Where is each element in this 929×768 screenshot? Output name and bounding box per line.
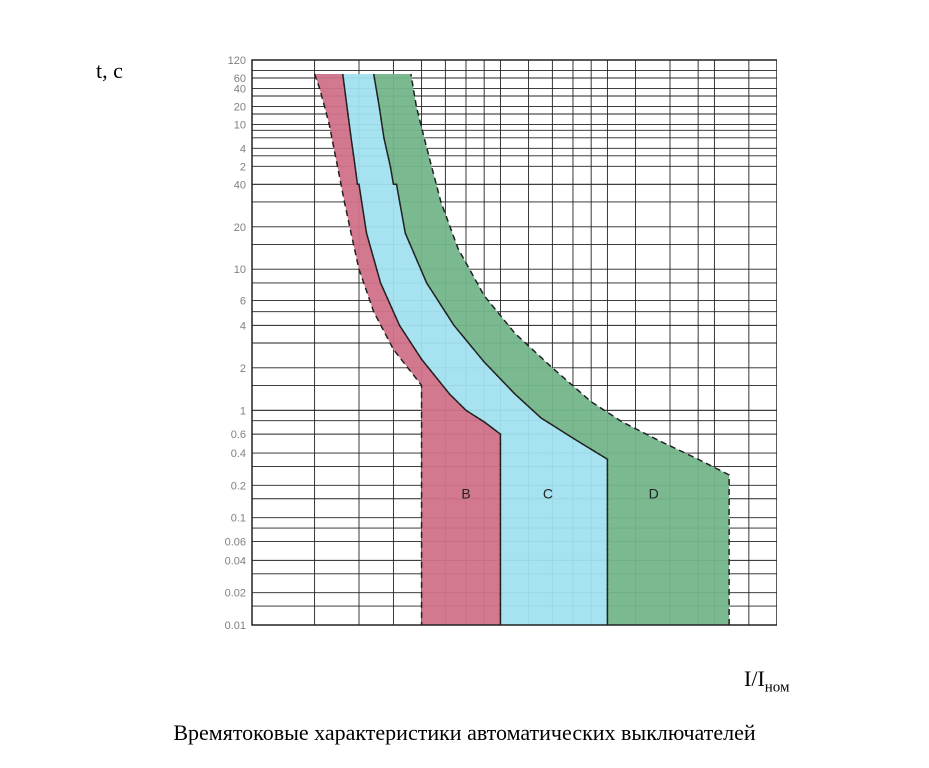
- y-tick: 2: [240, 161, 246, 173]
- y-tick: 10: [234, 264, 246, 276]
- y-tick: 2: [240, 363, 246, 375]
- x-axis-label-sub: ном: [765, 679, 790, 695]
- chart-svg: 11.5234568101520302410204060120124610204…: [217, 50, 777, 630]
- chart: 11.5234568101520302410204060120124610204…: [217, 50, 777, 630]
- y-tick: 0.04: [225, 555, 246, 567]
- y-tick: 6: [240, 296, 246, 308]
- y-tick: 0.2: [231, 480, 246, 492]
- y-tick: 40: [234, 179, 246, 191]
- y-tick: 0.1: [231, 513, 246, 525]
- y-tick: 20: [234, 102, 246, 114]
- curve-label-B: B: [461, 486, 470, 502]
- y-tick: 4: [240, 143, 246, 155]
- y-tick: 4: [240, 320, 246, 332]
- y-tick: 120: [228, 55, 246, 67]
- y-tick: 0.4: [231, 448, 246, 460]
- curve-fills: [315, 74, 730, 625]
- x-axis-label: I/Iном: [744, 666, 790, 696]
- y-tick: 1: [240, 405, 246, 417]
- chart-caption: Времятоковые характеристики автоматическ…: [0, 720, 929, 746]
- y-tick: 0.06: [225, 536, 246, 548]
- y-tick: 0.02: [225, 588, 246, 600]
- y-axis-label: t, с: [96, 58, 123, 84]
- y-tick: 60: [234, 73, 246, 85]
- x-axis-label-main: I/I: [744, 666, 765, 691]
- y-tick: 10: [234, 120, 246, 132]
- y-tick: 0.6: [231, 429, 246, 441]
- curve-label-C: C: [543, 486, 553, 502]
- y-tick: 40: [234, 84, 246, 96]
- y-tick: 20: [234, 222, 246, 234]
- y-tick: 0.01: [225, 620, 246, 630]
- curve-label-D: D: [649, 486, 659, 502]
- page: t, с I/Iном Времятоковые характеристики …: [0, 0, 929, 768]
